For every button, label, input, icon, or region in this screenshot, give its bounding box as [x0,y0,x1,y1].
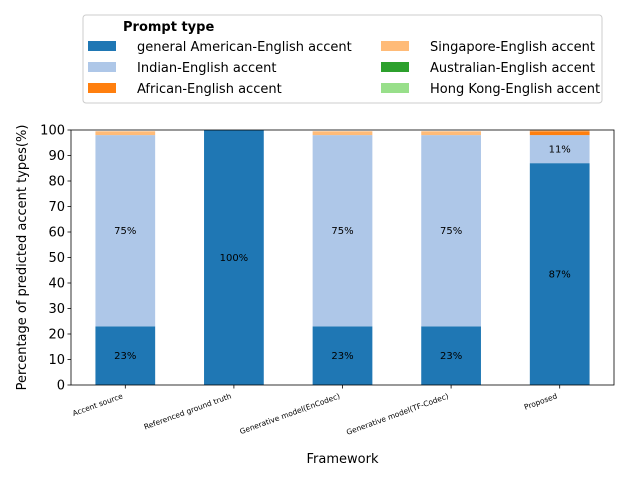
bar-labels-layer: 23% 75% 100% 23% 75% 23% 75% 87% 11% [114,145,571,363]
y-tick-label: 70 [48,200,65,215]
y-axis-label: Percentage of predicted accent types(%) [15,125,30,391]
legend: Prompt type general American-English acce… [82,14,603,104]
legend-swatch [88,83,116,93]
bar-value-label: 87% [549,270,571,281]
y-tick-label: 40 [48,277,65,292]
y-tick-label: 10 [48,353,65,368]
bar-value-label: 23% [331,351,353,362]
bar-segment [421,131,481,136]
bar-value-label: 100% [220,253,249,264]
legend-swatch [381,41,409,51]
bar-segment [529,130,590,132]
y-tick-label: 80 [48,175,65,190]
bar-segment [529,131,590,136]
bar-segment [312,135,373,327]
legend-swatch [381,83,409,93]
legend-swatch [88,62,116,72]
legend-entry-label: Australian-English accent [430,61,595,76]
bars-layer [95,130,590,385]
legend-entry-label: African-English accent [137,82,282,97]
legend-box [82,14,603,104]
x-tick-label: Referenced ground truth [143,391,233,431]
bar-segment [95,131,156,136]
x-tick-label: Generative model(TF-Codec) [345,391,450,436]
x-tick-label: Generative model(EnCodec) [239,391,342,436]
bar-segment [421,135,481,327]
x-tick-label: Accent source [71,391,124,418]
bar-value-label: 75% [331,226,353,237]
bar-segment [529,135,590,164]
legend-entry-label: general American-English accent [137,40,352,55]
y-tick-label: 30 [48,302,65,317]
legend-entry-label: Singapore-English accent [430,40,595,55]
bar-segment [312,131,373,136]
x-axis-label: Framework [307,452,379,467]
bar-value-label: 75% [440,226,462,237]
bar-value-label: 75% [114,226,136,237]
bar-value-label: 11% [549,145,571,156]
legend-entry-label: Indian-English accent [137,61,277,76]
x-tick-label: Proposed [523,391,559,411]
y-tick-label: 0 [57,379,65,394]
bar-segment [95,326,156,385]
bar-value-label: 23% [440,351,462,362]
legend-swatch [381,62,409,72]
y-tick-label: 50 [48,251,65,266]
bar-segment [529,163,590,385]
y-tick-label: 100 [40,124,65,139]
legend-title: Prompt type [123,20,214,35]
bar-segment [312,326,373,385]
legend-swatch [88,41,116,51]
bar-value-label: 23% [114,351,136,362]
bar-segment [95,135,156,327]
y-tick-label: 60 [48,226,65,241]
y-tick-label: 90 [48,149,65,164]
legend-entry-label: Hong Kong-English accent [430,82,600,97]
bar-segment [421,326,481,385]
bar-segment [204,130,264,385]
y-tick-label: 20 [48,328,65,343]
